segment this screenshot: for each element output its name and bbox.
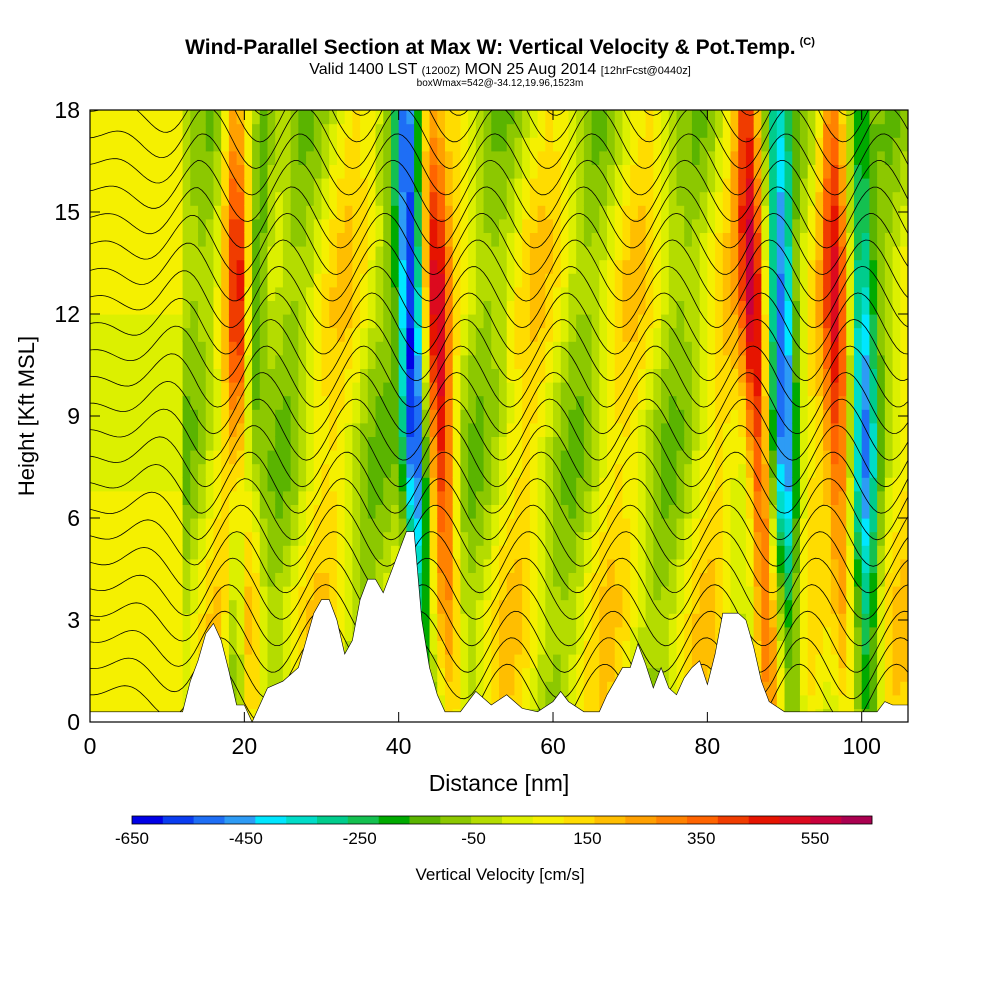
colorbar-swatch: [687, 816, 719, 824]
colorbar-swatch: [286, 816, 318, 824]
isentrope-line: [90, 239, 908, 302]
isentrope-line: [90, 425, 908, 488]
isentrope-line: [90, 557, 908, 620]
colorbar-frame: [131, 815, 873, 825]
valid-date: MON 25 Aug 2014: [464, 61, 597, 78]
colorbar-tick-label: 350: [687, 829, 715, 848]
isentrope-line: [90, 451, 908, 514]
x-axis-label: Distance [nm]: [429, 770, 570, 796]
colorbar-swatch: [717, 816, 749, 824]
isentrope-line: [90, 345, 908, 408]
colorbar-swatch: [502, 816, 534, 824]
colorbar-swatch: [810, 816, 842, 824]
isentrope-line: [90, 159, 908, 222]
chart-subtitle: Valid 1400 LST (1200Z) MON 25 Aug 2014 […: [0, 61, 1000, 79]
isentrope-line: [90, 531, 908, 594]
colorbar-swatch: [841, 816, 873, 824]
colorbar-swatch: [132, 816, 164, 824]
terrain: [89, 531, 909, 723]
isentrope-line: [90, 186, 908, 249]
y-tick-label: 9: [67, 403, 80, 429]
colorbar-swatch: [409, 816, 441, 824]
y-tick-label: 6: [67, 505, 80, 531]
isentrope-line: [90, 584, 908, 647]
title-text: Wind-Parallel Section at Max W: Vertical…: [185, 36, 796, 59]
colorbar-swatch: [440, 816, 472, 824]
colorbar-swatch: [625, 816, 657, 824]
colorbar-swatch: [162, 816, 194, 824]
colorbar-swatch: [317, 816, 349, 824]
isentrope-line: [90, 212, 908, 276]
colorbar-swatch: [471, 816, 503, 824]
colorbar-tick-label: -650: [115, 829, 149, 848]
colorbar-swatch: [255, 816, 287, 824]
colorbar-swatch: [347, 816, 379, 824]
chart-title: Wind-Parallel Section at Max W: Vertical…: [0, 36, 1000, 60]
colorbar-tick-label: -450: [229, 829, 263, 848]
isentrope-line: [90, 504, 908, 567]
copyright-mark: (C): [799, 36, 815, 48]
isentrope-line: [90, 372, 908, 435]
y-tick-label: 3: [67, 607, 80, 633]
y-axis: 0 3 6 9 12 15 18: [54, 97, 908, 735]
colorbar-swatch: [748, 816, 780, 824]
colorbar-swatch: [224, 816, 256, 824]
forecast-info: [12hrFcst@0440z]: [600, 65, 691, 77]
x-tick-label: 0: [84, 733, 97, 759]
colorbar-tick-label: -50: [461, 829, 486, 848]
colorbar-swatch: [532, 816, 564, 824]
x-tick-label: 80: [695, 733, 721, 759]
x-tick-label: 100: [843, 733, 881, 759]
y-axis-label: Height [Kft MSL]: [14, 336, 39, 496]
x-tick-label: 20: [232, 733, 258, 759]
colorbar-swatch: [193, 816, 225, 824]
potential-temperature-contours: [90, 110, 908, 722]
box-max-info: boxWmax=542@-34.12,19.96,1523m: [416, 78, 584, 89]
isentrope-line: [90, 637, 908, 700]
isentrope-line: [90, 110, 908, 169]
isentrope-line: [90, 318, 908, 382]
isentrope-line: [90, 265, 908, 329]
colorbar-tick-label: -250: [343, 829, 377, 848]
isentrope-line: [90, 292, 908, 355]
y-tick-label: 15: [54, 199, 80, 225]
isentrope-line: [90, 398, 908, 461]
velocity-field: [90, 110, 908, 722]
valid-utc: (1200Z): [421, 65, 461, 77]
x-tick-label: 60: [540, 733, 566, 759]
isentrope-line: [90, 133, 908, 196]
x-axis: 0 20 40 60 80 100: [84, 110, 881, 759]
colorbar-swatch: [656, 816, 688, 824]
y-tick-label: 18: [54, 97, 80, 123]
colorbar-label: Vertical Velocity [cm/s]: [415, 865, 584, 884]
colorbar-swatch: [594, 816, 626, 824]
colorbar-tick-label: 550: [801, 829, 829, 848]
isentrope-line: [254, 110, 858, 116]
y-tick-label: 12: [54, 301, 80, 327]
colorbar-swatch: [779, 816, 811, 824]
colorbar-tick-label: 150: [573, 829, 601, 848]
isentrope-line: [90, 610, 908, 673]
colorbar: -650 -450 -250 -50 150 350 550: [115, 815, 873, 848]
colorbar-swatch: [378, 816, 410, 824]
valid-time: Valid 1400 LST: [309, 61, 418, 78]
x-tick-label: 40: [386, 733, 412, 759]
isentrope-line: [90, 478, 908, 541]
y-tick-label: 0: [67, 709, 80, 735]
colorbar-swatch: [563, 816, 595, 824]
